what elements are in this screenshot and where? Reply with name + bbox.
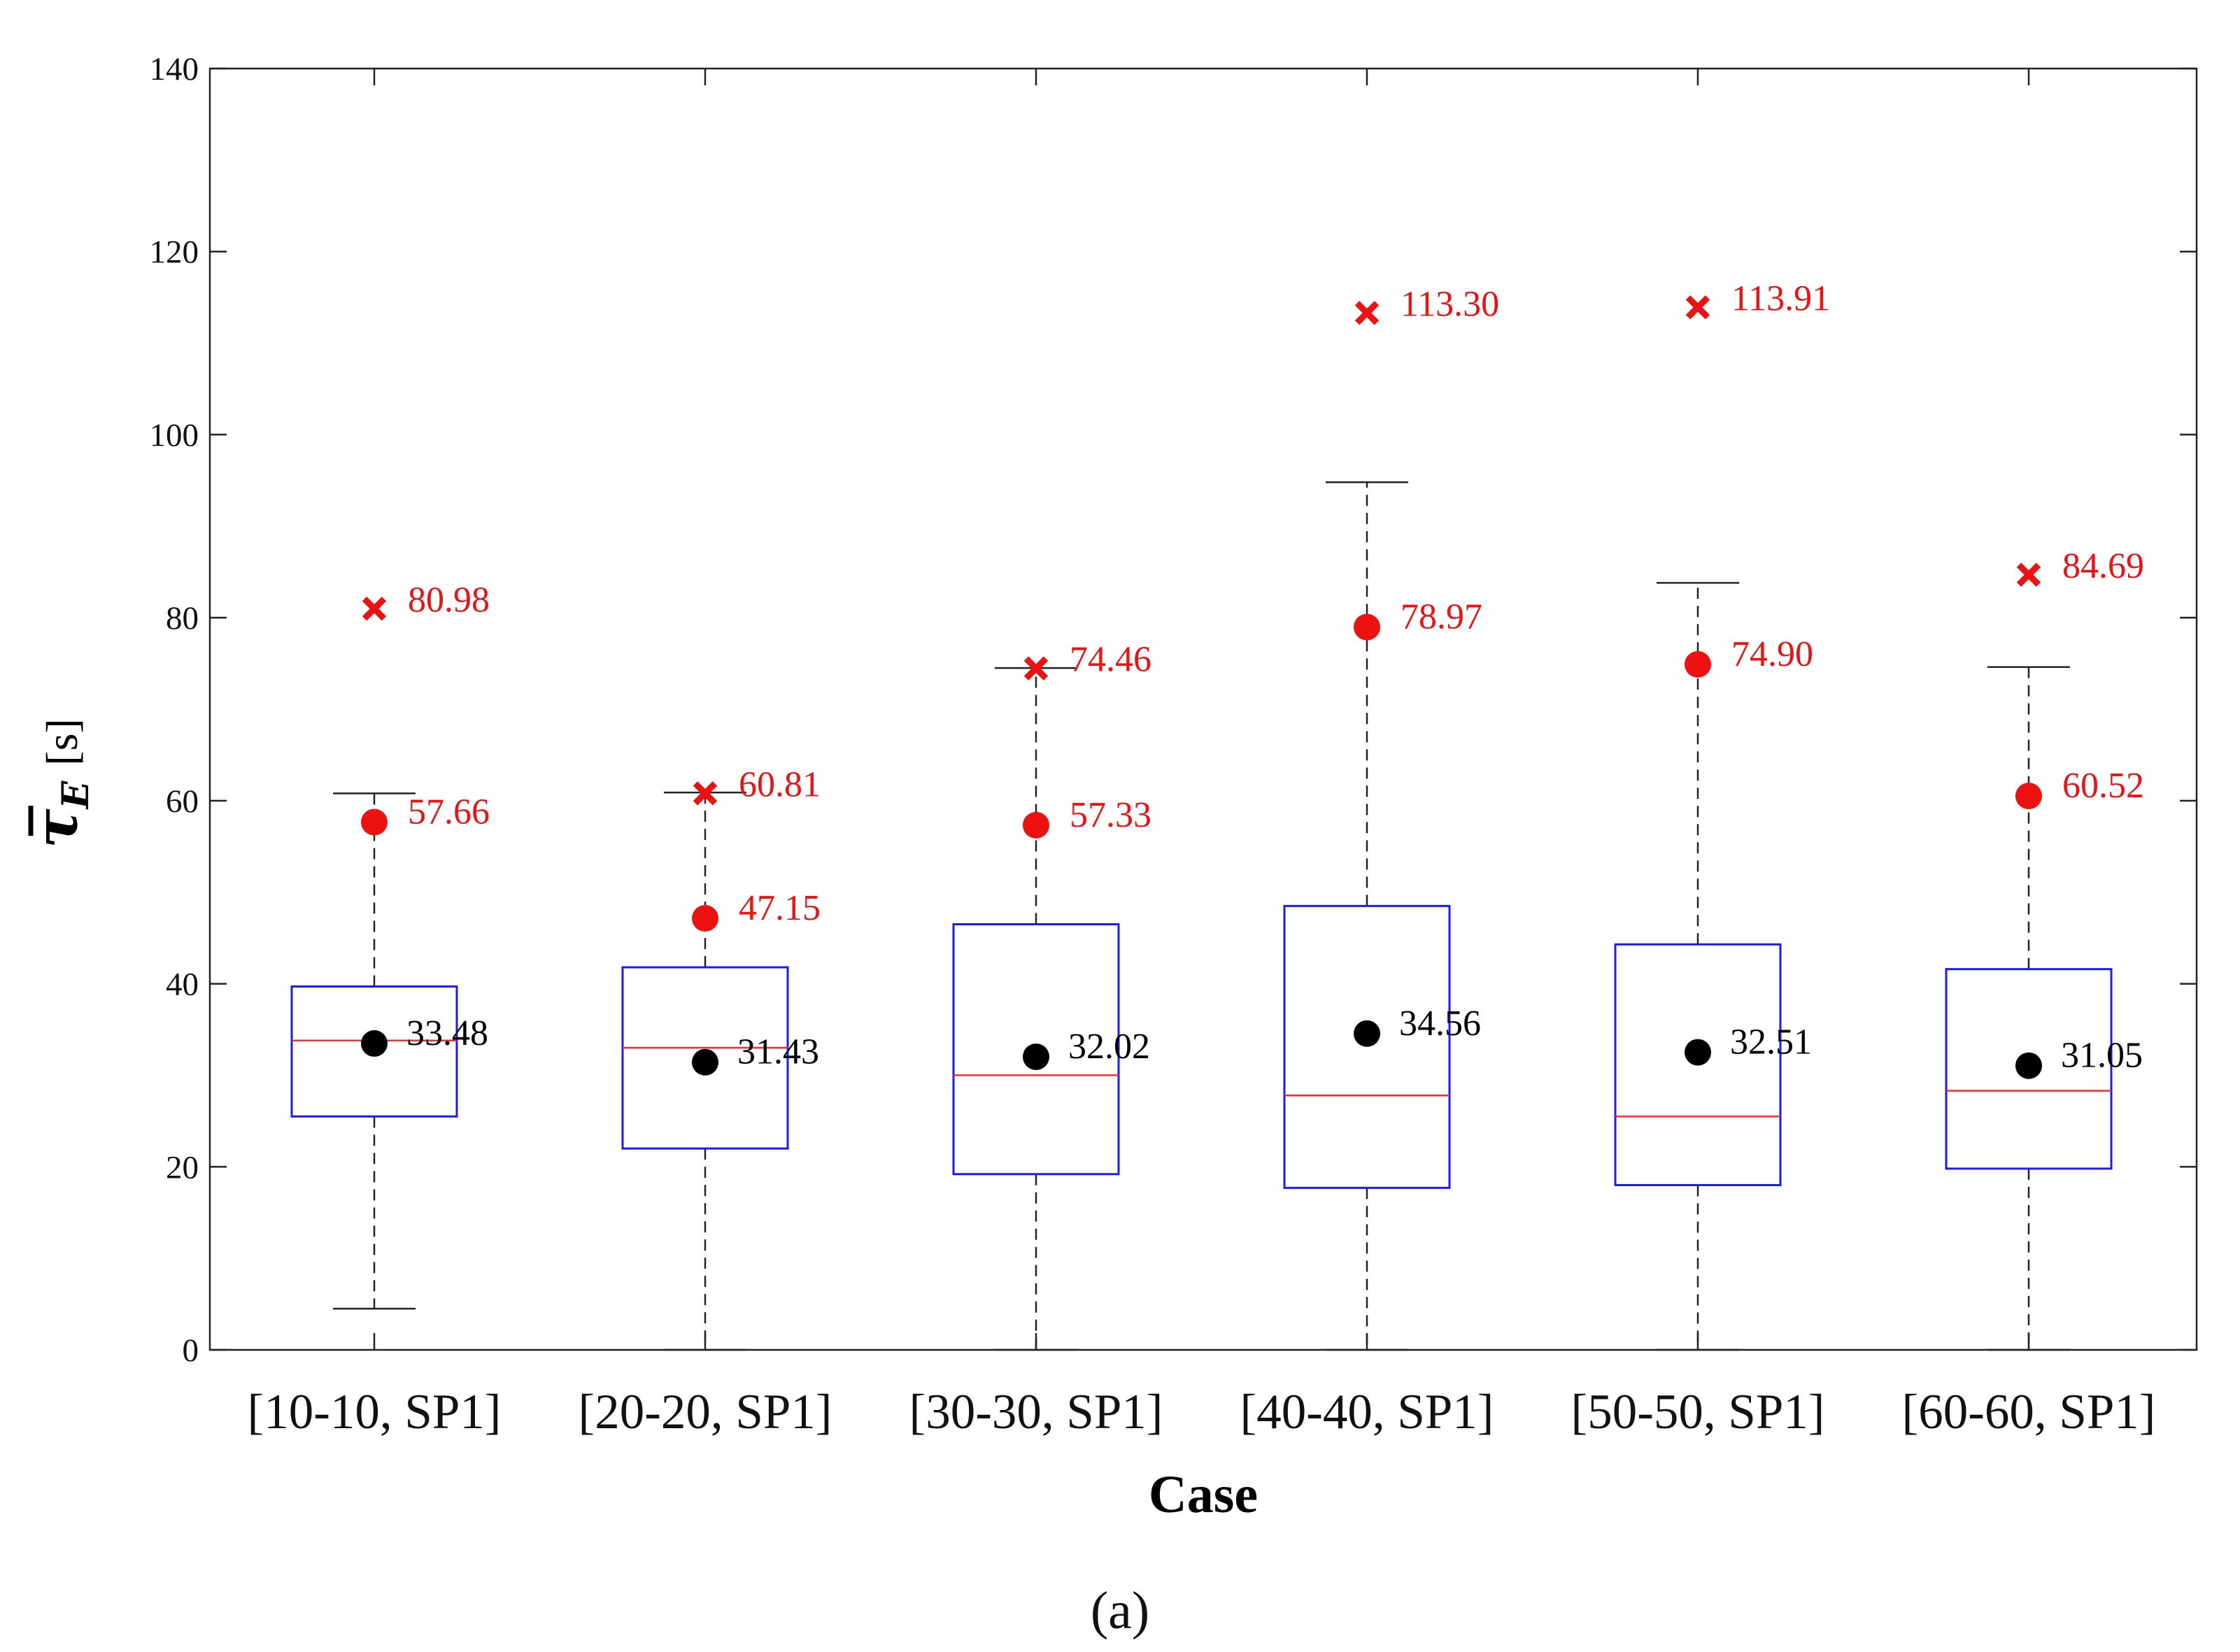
x-category-label: [20-20, SP1] — [579, 1385, 832, 1439]
box-group: 113.30 78.97 34.56 — [1283, 284, 1499, 1351]
y-tick-label: 20 — [166, 1149, 199, 1185]
mean-marker — [361, 1030, 388, 1057]
p95-value-label: 57.33 — [1070, 795, 1151, 835]
p95-value-label: 57.66 — [408, 792, 490, 832]
max-marker-stroke — [2016, 562, 2041, 587]
p95-value-label: 60.52 — [2062, 766, 2144, 806]
p95-marker — [692, 905, 718, 932]
max-value-label: 113.91 — [1731, 278, 1830, 318]
x-category-label: [40-40, SP1] — [1240, 1385, 1494, 1439]
mean-marker — [1354, 1020, 1380, 1047]
mean-value-label: 31.05 — [2061, 1036, 2143, 1076]
max-value-label: 84.69 — [2062, 546, 2144, 586]
x-axis: [10-10, SP1] [20-20, SP1] [30-30, SP1] [40-… — [248, 69, 2156, 1439]
max-marker-stroke — [1685, 295, 1710, 320]
y-axis-title-subscript: E — [55, 780, 97, 810]
x-axis-title: Case — [1149, 1465, 1258, 1524]
p95-marker — [1354, 613, 1380, 641]
y-tick-label: 0 — [183, 1332, 199, 1369]
y-tick-label: 120 — [150, 234, 199, 271]
mean-value-label: 34.56 — [1399, 1004, 1481, 1044]
x-category-label: [30-30, SP1] — [909, 1385, 1163, 1439]
max-marker-stroke — [693, 781, 718, 806]
mean-value-label: 33.48 — [406, 1013, 488, 1053]
y-axis-title: τE[s] — [22, 718, 97, 848]
svg-text:τE[s]: τE[s] — [22, 718, 97, 848]
plot-series: 80.98 57.66 33.48 60.81 47.15 31.43 74.46 57.33… — [290, 278, 2144, 1351]
max-marker — [693, 781, 718, 806]
x-category-label: [60-60, SP1] — [1902, 1385, 2156, 1439]
p95-marker — [361, 809, 388, 836]
max-value-label: 74.46 — [1070, 640, 1151, 680]
panel-label: (a) — [1091, 1581, 1149, 1640]
x-category-label: [10-10, SP1] — [248, 1385, 502, 1439]
mean-value-label: 31.43 — [737, 1032, 819, 1072]
y-axis-title-unit: [s] — [37, 718, 87, 766]
max-value-label: 80.98 — [408, 580, 490, 620]
max-marker — [2016, 562, 2041, 587]
mean-marker — [1023, 1043, 1049, 1070]
box-group: 84.69 60.52 31.05 — [1945, 546, 2144, 1351]
max-marker-stroke — [362, 597, 387, 621]
box-group: 80.98 57.66 33.48 — [290, 580, 490, 1310]
y-tick-label: 40 — [166, 967, 199, 1003]
y-tick-label: 140 — [150, 51, 199, 87]
p95-value-label: 47.15 — [739, 888, 821, 928]
max-value-label: 60.81 — [739, 764, 821, 804]
max-marker — [1354, 301, 1380, 325]
y-tick-label: 100 — [150, 417, 199, 453]
max-marker — [362, 597, 387, 621]
p95-marker — [1685, 650, 1711, 678]
max-marker-stroke — [1354, 301, 1380, 325]
x-category-label: [50-50, SP1] — [1571, 1385, 1825, 1439]
mean-marker — [1685, 1039, 1711, 1066]
max-marker — [1685, 295, 1710, 320]
p95-marker — [2015, 783, 2042, 810]
p95-value-label: 74.90 — [1731, 634, 1813, 674]
mean-value-label: 32.51 — [1730, 1023, 1812, 1062]
plot-frame — [208, 67, 2198, 1351]
y-tick-label: 80 — [166, 600, 199, 636]
iqr-box — [1283, 904, 1451, 1189]
max-marker-stroke — [1023, 656, 1049, 681]
max-value-label: 113.30 — [1401, 284, 1499, 324]
mean-marker — [2015, 1052, 2042, 1079]
box-group: 60.81 47.15 31.43 — [621, 764, 821, 1351]
box-group: 74.46 57.33 32.02 — [952, 640, 1151, 1351]
p95-value-label: 78.97 — [1401, 597, 1482, 637]
mean-value-label: 32.02 — [1068, 1027, 1150, 1067]
max-marker — [1023, 656, 1049, 681]
p95-marker — [1023, 811, 1049, 839]
y-axis: 0 20 40 60 80 100 120 140 — [150, 51, 2197, 1369]
box-group: 113.91 74.90 32.51 — [1614, 278, 1830, 1351]
mean-marker — [692, 1048, 718, 1076]
y-tick-label: 60 — [166, 783, 199, 820]
